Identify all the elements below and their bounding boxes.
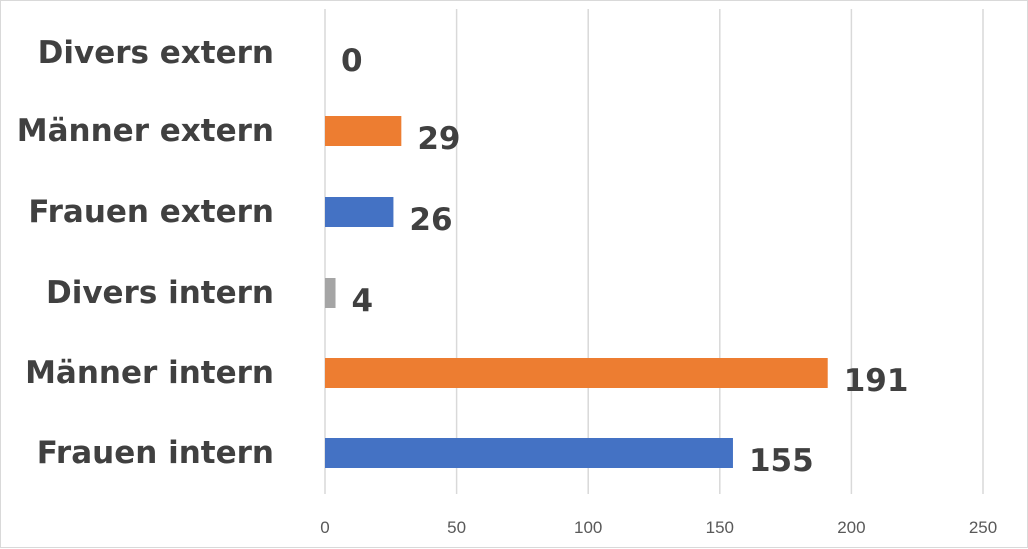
data-label-frauen-intern: 155 bbox=[749, 443, 814, 479]
bars bbox=[325, 116, 828, 468]
x-tick-label: 250 bbox=[969, 518, 997, 537]
x-axis-tick-labels: 0 50 100 150 200 250 bbox=[320, 518, 997, 537]
x-tick-label: 50 bbox=[447, 518, 466, 537]
bar-maenner-intern bbox=[325, 358, 828, 388]
data-labels: 155 191 4 26 29 0 bbox=[341, 43, 908, 479]
data-label-divers-intern: 4 bbox=[352, 283, 374, 319]
category-label-frauen-extern: Frauen extern bbox=[28, 194, 274, 230]
bar-maenner-extern bbox=[325, 116, 402, 146]
x-tick-label: 150 bbox=[706, 518, 734, 537]
gridlines bbox=[324, 9, 984, 494]
category-label-divers-extern: Divers extern bbox=[38, 35, 274, 71]
category-label-maenner-extern: Männer extern bbox=[17, 113, 274, 149]
category-labels: Frauen intern Männer intern Divers intern F… bbox=[17, 35, 274, 471]
x-tick-label: 200 bbox=[837, 518, 865, 537]
data-label-frauen-extern: 26 bbox=[409, 202, 452, 238]
category-label-divers-intern: Divers intern bbox=[46, 275, 274, 311]
bar-divers-intern bbox=[325, 278, 336, 308]
x-tick-label: 100 bbox=[574, 518, 602, 537]
bar-frauen-intern bbox=[325, 438, 733, 468]
category-label-frauen-intern: Frauen intern bbox=[37, 435, 274, 471]
category-label-maenner-intern: Männer intern bbox=[25, 355, 274, 391]
data-label-maenner-extern: 29 bbox=[417, 121, 460, 157]
data-label-maenner-intern: 191 bbox=[844, 363, 909, 399]
x-tick-label: 0 bbox=[320, 518, 329, 537]
data-label-divers-extern: 0 bbox=[341, 43, 363, 79]
bar-frauen-extern bbox=[325, 197, 394, 227]
